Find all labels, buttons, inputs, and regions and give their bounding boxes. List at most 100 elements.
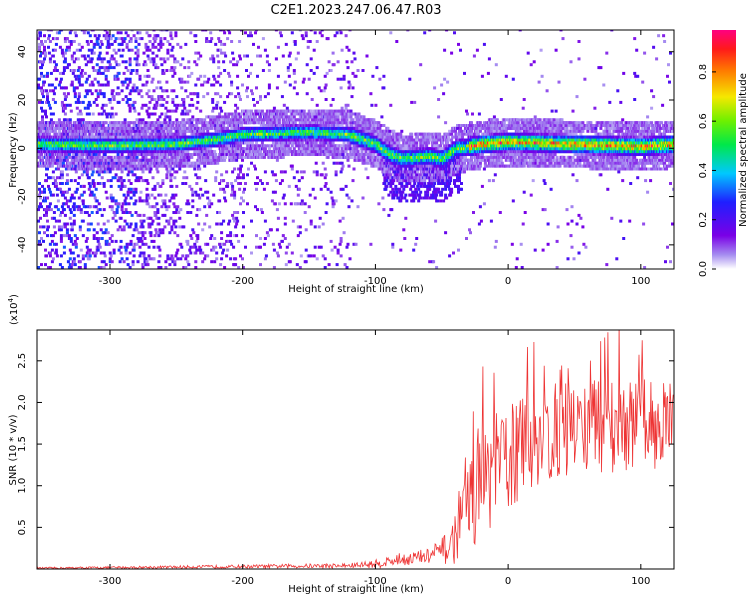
heatmap-cell bbox=[202, 124, 206, 127]
heatmap-cell bbox=[46, 95, 49, 99]
heatmap-cell bbox=[66, 118, 70, 122]
heatmap-cell bbox=[59, 190, 63, 194]
heatmap-cell bbox=[145, 196, 149, 200]
heatmap-cell bbox=[142, 51, 146, 55]
heatmap-cell bbox=[157, 222, 161, 226]
heatmap-cell bbox=[228, 150, 232, 154]
heatmap-cell bbox=[51, 193, 55, 197]
heatmap-cell bbox=[146, 129, 150, 133]
heatmap-cell bbox=[171, 193, 175, 197]
heatmap-cell bbox=[134, 45, 138, 49]
heatmap-cell bbox=[178, 124, 182, 127]
heatmap-cell bbox=[74, 124, 78, 127]
heatmap-cell bbox=[184, 266, 188, 269]
heatmap-cell bbox=[81, 254, 85, 258]
heatmap-cell bbox=[116, 179, 120, 183]
heatmap-cell bbox=[259, 118, 262, 122]
heatmap-cell bbox=[119, 216, 123, 220]
heatmap-cell bbox=[123, 245, 127, 249]
heatmap-cell bbox=[104, 190, 108, 194]
heatmap-cell bbox=[58, 155, 62, 159]
heatmap-cell bbox=[136, 126, 140, 130]
heatmap-cell bbox=[83, 153, 87, 156]
heatmap-cell bbox=[170, 196, 174, 200]
heatmap-cell bbox=[141, 266, 145, 269]
heatmap-cell bbox=[260, 155, 264, 159]
heatmap-cell bbox=[92, 228, 96, 232]
heatmap-cell bbox=[70, 69, 74, 72]
heatmap-cell bbox=[146, 45, 150, 49]
heatmap-cell bbox=[232, 57, 236, 61]
heatmap-cell bbox=[45, 100, 48, 104]
heatmap-cell bbox=[144, 63, 148, 67]
heatmap-cell bbox=[263, 257, 267, 261]
heatmap-cell bbox=[71, 242, 75, 246]
heatmap-cell bbox=[248, 144, 251, 148]
heatmap-cell bbox=[59, 254, 63, 258]
heatmap-cell bbox=[47, 132, 51, 136]
heatmap-cell bbox=[109, 57, 113, 61]
heatmap-cell bbox=[218, 211, 222, 214]
heatmap-cell bbox=[72, 260, 76, 264]
heatmap-cell bbox=[87, 158, 91, 162]
heatmap-cell bbox=[127, 202, 131, 206]
heatmap-cell bbox=[183, 80, 187, 84]
heatmap-cell bbox=[91, 121, 95, 125]
heatmap-cell bbox=[108, 205, 112, 209]
heatmap-cell bbox=[84, 124, 88, 127]
heatmap-cell bbox=[235, 216, 239, 220]
heatmap-cell bbox=[198, 153, 202, 156]
heatmap-cell bbox=[50, 239, 54, 243]
heatmap-cell bbox=[55, 158, 59, 162]
heatmap-cell bbox=[220, 257, 224, 261]
heatmap-cell bbox=[169, 158, 173, 162]
heatmap-cell bbox=[193, 60, 197, 64]
heatmap-cell bbox=[59, 237, 63, 240]
heatmap-cell bbox=[59, 164, 63, 168]
heatmap-cell bbox=[209, 118, 213, 122]
heatmap-cell bbox=[106, 231, 110, 235]
heatmap-cell bbox=[78, 118, 82, 122]
heatmap-cell bbox=[105, 37, 109, 41]
heatmap-cell bbox=[232, 63, 236, 67]
heatmap-cell bbox=[121, 121, 125, 125]
heatmap-cell bbox=[65, 234, 69, 238]
heatmap-cell bbox=[55, 37, 59, 41]
heatmap-cell bbox=[187, 60, 191, 64]
heatmap-cell bbox=[83, 57, 87, 61]
heatmap-cell bbox=[271, 242, 275, 246]
heatmap-cell bbox=[78, 83, 82, 87]
heatmap-cell bbox=[137, 231, 141, 235]
heatmap-cell bbox=[164, 158, 168, 162]
heatmap-cell bbox=[65, 179, 69, 183]
heatmap-cell bbox=[220, 173, 224, 177]
heatmap-cell bbox=[56, 199, 60, 203]
heatmap-cell bbox=[73, 234, 77, 238]
heatmap-cell bbox=[197, 248, 201, 252]
heatmap-cell bbox=[257, 118, 260, 122]
heatmap-cell bbox=[144, 242, 148, 246]
heatmap-cell bbox=[186, 199, 190, 203]
heatmap-cell bbox=[75, 132, 79, 136]
heatmap-cell bbox=[86, 54, 90, 58]
heatmap-cell bbox=[86, 89, 90, 93]
heatmap-cell bbox=[117, 48, 121, 52]
heatmap-cell bbox=[63, 222, 67, 226]
heatmap-cell bbox=[175, 184, 179, 188]
heatmap-cell bbox=[161, 228, 165, 232]
heatmap-cell bbox=[204, 254, 208, 258]
heatmap-cell bbox=[77, 74, 81, 78]
heatmap-cell bbox=[234, 257, 238, 261]
heatmap-cell bbox=[276, 45, 280, 49]
heatmap-cell bbox=[98, 158, 102, 162]
heatmap-cell bbox=[100, 176, 104, 180]
heatmap-cell bbox=[135, 242, 139, 246]
heatmap-cell bbox=[149, 112, 153, 116]
heatmap-cell bbox=[243, 54, 246, 58]
heatmap-cell bbox=[147, 254, 151, 258]
heatmap-cell bbox=[281, 196, 285, 200]
heatmap-cell bbox=[187, 66, 191, 70]
heatmap-cell bbox=[44, 40, 47, 43]
heatmap-cell bbox=[152, 30, 156, 32]
heatmap-cell bbox=[211, 98, 215, 101]
